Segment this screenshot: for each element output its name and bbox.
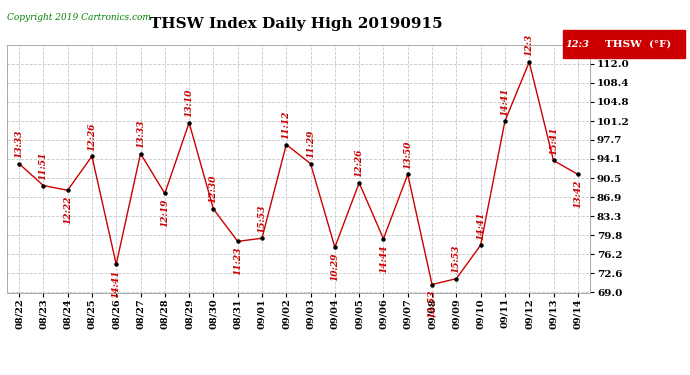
Text: 14:41: 14:41	[500, 87, 509, 116]
Text: 13:42: 13:42	[573, 180, 582, 208]
Text: 12:53: 12:53	[428, 290, 437, 318]
Text: 13:50: 13:50	[403, 140, 412, 169]
Text: Copyright 2019 Cartronics.com: Copyright 2019 Cartronics.com	[7, 13, 151, 22]
Text: 13:10: 13:10	[185, 89, 194, 117]
Text: 12:19: 12:19	[160, 199, 169, 227]
Text: 11:51: 11:51	[39, 152, 48, 180]
Text: 11:29: 11:29	[306, 130, 315, 158]
Text: 11:23: 11:23	[233, 247, 242, 275]
Text: 15:41: 15:41	[549, 127, 558, 155]
Text: 12:30: 12:30	[209, 175, 218, 203]
Text: THSW  (°F): THSW (°F)	[605, 40, 672, 49]
Text: 15:53: 15:53	[452, 245, 461, 273]
Text: 12:22: 12:22	[63, 196, 72, 224]
Text: 13:33: 13:33	[14, 130, 23, 158]
Text: THSW Index Daily High 20190915: THSW Index Daily High 20190915	[150, 17, 443, 31]
Text: 12:3: 12:3	[524, 34, 534, 57]
Text: 14:41: 14:41	[476, 211, 485, 240]
Text: 14:41: 14:41	[112, 270, 121, 298]
Text: 15:53: 15:53	[257, 204, 266, 232]
Text: 10:29: 10:29	[331, 253, 339, 281]
Text: 11:12: 11:12	[282, 111, 290, 139]
Text: 12:26: 12:26	[355, 149, 364, 177]
Text: 14:44: 14:44	[379, 244, 388, 273]
Text: 12:26: 12:26	[88, 122, 97, 151]
Text: 13:33: 13:33	[136, 120, 145, 148]
Text: 12:3: 12:3	[565, 40, 589, 49]
